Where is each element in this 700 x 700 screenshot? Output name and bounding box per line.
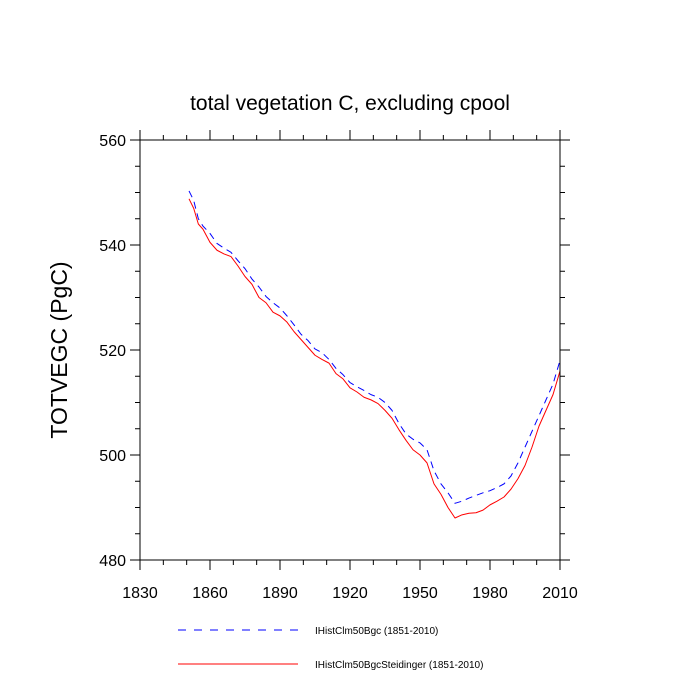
- y-tick-label: 520: [99, 343, 126, 360]
- legend-label-2: IHistClm50BgcSteidinger (1851-2010): [315, 660, 483, 671]
- plot-frame: [139, 139, 561, 561]
- y-axis-label: TOTVEGC (PgC): [46, 261, 72, 438]
- axis-ticks: [130, 130, 570, 570]
- legend: IHistClm50Bgc (1851-2010) IHistClm50BgcSt…: [178, 626, 483, 671]
- series-lines: [188, 190, 561, 519]
- y-tick-label: 540: [99, 238, 126, 255]
- y-tick-label: 480: [99, 553, 126, 570]
- series-line-2: [188, 198, 561, 519]
- x-tick-label: 1890: [262, 585, 298, 602]
- y-tick-label: 560: [99, 133, 126, 150]
- y-tick-label: 500: [99, 448, 126, 465]
- x-tick-label: 1920: [332, 585, 368, 602]
- x-tick-label: 1950: [402, 585, 438, 602]
- x-tick-label: 1860: [192, 585, 228, 602]
- tick-labels: 1830 1860 1890 1920 1950 1980 2010 480 500 520 540…: [99, 133, 578, 602]
- chart-title: total vegetation C, excluding cpool: [190, 92, 510, 115]
- x-tick-label: 1830: [122, 585, 158, 602]
- legend-label-1: IHistClm50Bgc (1851-2010): [315, 626, 438, 637]
- x-tick-label: 2010: [542, 585, 578, 602]
- series-line-1: [188, 190, 561, 504]
- x-tick-label: 1980: [472, 585, 508, 602]
